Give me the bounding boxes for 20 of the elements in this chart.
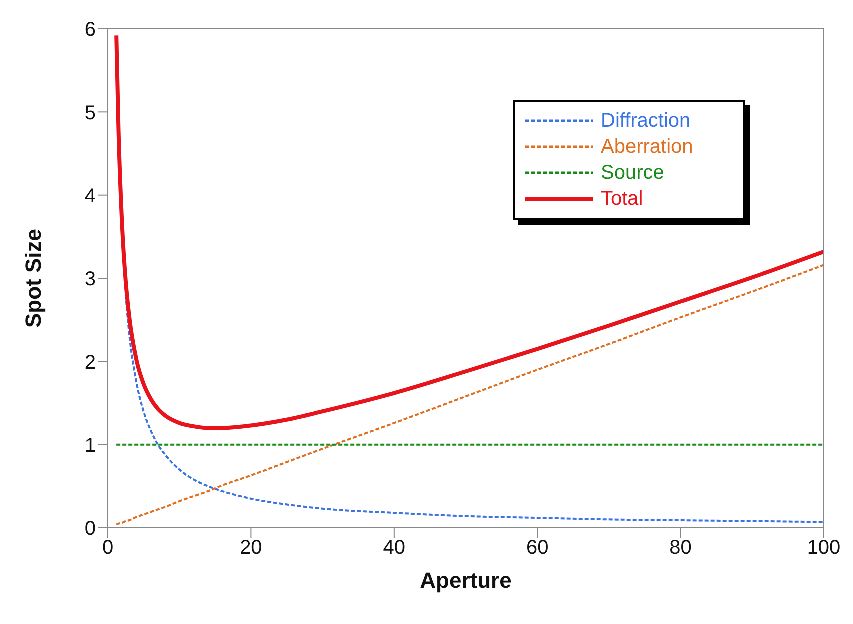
y-tick-label: 6	[84, 19, 96, 42]
y-tick-label: 3	[84, 268, 96, 291]
legend-label: Aberration	[601, 136, 694, 158]
line-series	[114, 34, 824, 430]
y-tick-label: 2	[84, 352, 96, 374]
x-axis-title: Aperture	[420, 568, 512, 593]
legend-label: Total	[601, 188, 644, 210]
x-tick-label: 60	[526, 537, 549, 560]
y-tick-label: 4	[84, 185, 96, 208]
y-axis-title: Spot Size	[20, 228, 46, 328]
y-tick-label: 1	[84, 434, 96, 457]
x-tick-label: 0	[102, 537, 114, 560]
y-tick-label: 5	[84, 102, 96, 124]
x-tick-label: 20	[240, 537, 262, 560]
legend-label: Source	[601, 162, 664, 184]
x-tick-label: 40	[383, 537, 406, 560]
x-tick-label: 80	[670, 537, 692, 560]
y-tick-label: 0	[84, 518, 96, 540]
x-tick-label: 100	[807, 537, 841, 560]
legend-label: Diffraction	[601, 110, 691, 132]
